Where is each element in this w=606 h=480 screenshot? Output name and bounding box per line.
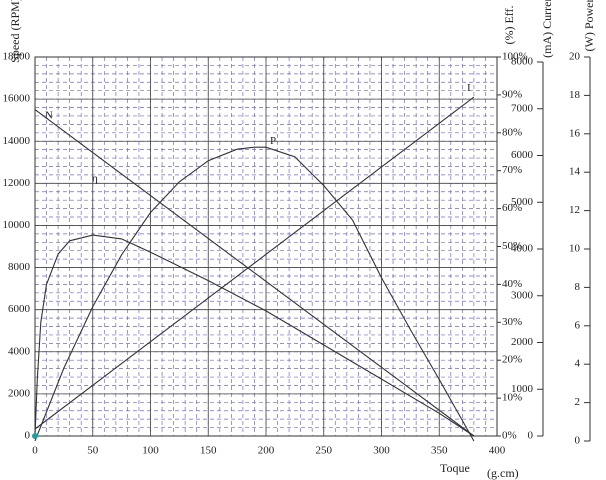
y4-tick-label: 8 <box>575 281 581 293</box>
y3-tick-label: 2000 <box>511 336 534 348</box>
y4-tick-label: 4 <box>575 358 581 370</box>
y2-tick-label: 100% <box>502 51 528 63</box>
y-tick-label: 8000 <box>8 261 31 273</box>
y-tick-label: 14000 <box>3 135 31 147</box>
y-tick-label: 4000 <box>8 345 31 357</box>
y2-tick-label: 0% <box>502 430 517 442</box>
y4-tick-label: 10 <box>569 243 581 255</box>
y-tick-label: 6000 <box>8 303 31 315</box>
y-tick-label: 0 <box>25 430 31 442</box>
x-tick-label: 0 <box>32 445 38 457</box>
y2-tick-label: 50% <box>502 240 522 252</box>
y3-tick-label: 0 <box>528 430 534 442</box>
curve-label: I <box>467 82 471 94</box>
series-line <box>34 96 475 430</box>
x-axis-title: Toque <box>440 461 470 475</box>
y-tick-label: 12000 <box>3 177 31 189</box>
series-line <box>34 234 475 437</box>
y4-tick-label: 12 <box>569 204 580 216</box>
y-tick-label: 10000 <box>3 219 31 231</box>
x-tick-label: 150 <box>200 445 217 457</box>
series-line <box>34 146 475 442</box>
y4-tick-label: 6 <box>575 319 581 331</box>
y-tick-label: 2000 <box>8 387 31 399</box>
x-tick-label: 50 <box>87 445 99 457</box>
y4-tick-label: 2 <box>575 396 581 408</box>
x-tick-label: 200 <box>258 445 275 457</box>
y3-tick-label: 5000 <box>511 196 534 208</box>
x-tick-label: 300 <box>373 445 390 457</box>
y-axis-title: Speed (RPM) <box>8 0 22 63</box>
y3-tick-label: 8000 <box>511 56 534 68</box>
curve-label: η <box>92 173 98 185</box>
y2-tick-label: 40% <box>502 278 522 290</box>
y3-tick-label: 7000 <box>511 102 534 114</box>
x-tick-label: 250 <box>316 445 333 457</box>
y2-tick-label: 90% <box>502 88 522 100</box>
x-tick-label: 100 <box>142 445 159 457</box>
y3-tick-label: 1000 <box>511 383 534 395</box>
curve-label: N <box>45 109 53 121</box>
y3-tick-label: 3000 <box>511 289 534 301</box>
y4-axis-title: (W) Power <box>582 0 596 51</box>
x-tick-label: 400 <box>489 445 506 457</box>
y2-axis-title: (%) Eff. <box>502 5 516 44</box>
y-tick-label: 16000 <box>3 93 31 105</box>
y4-tick-label: 0 <box>575 435 581 447</box>
y4-tick-label: 16 <box>569 127 581 139</box>
y2-tick-label: 80% <box>502 126 522 138</box>
x-axis-unit: (g.cm) <box>487 466 519 480</box>
x-tick-label: 350 <box>431 445 448 457</box>
y4-tick-label: 14 <box>569 166 581 178</box>
y2-tick-label: 60% <box>502 202 522 214</box>
y2-tick-label: 10% <box>502 392 522 404</box>
y2-tick-label: 30% <box>502 316 522 328</box>
y3-tick-label: 4000 <box>511 243 534 255</box>
origin-dot <box>32 433 38 439</box>
y2-tick-label: 20% <box>502 354 522 366</box>
y4-tick-label: 20 <box>569 51 581 63</box>
y2-tick-label: 70% <box>502 164 522 176</box>
series-line <box>34 109 475 437</box>
y-tick-label: 18000 <box>3 51 31 63</box>
curve-label: P <box>270 135 276 147</box>
y4-tick-label: 18 <box>569 89 581 101</box>
y3-tick-label: 6000 <box>511 149 534 161</box>
y3-axis-title: (mA) Current <box>540 0 554 58</box>
